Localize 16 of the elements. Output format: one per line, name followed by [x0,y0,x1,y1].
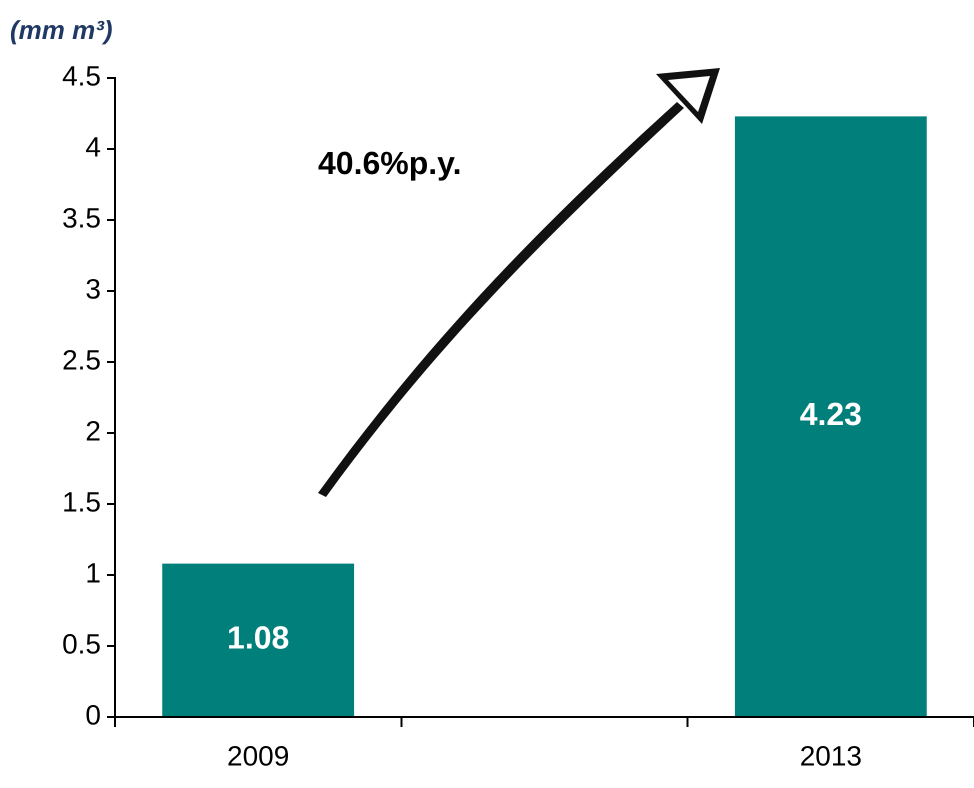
y-tick-label: 3 [85,274,101,305]
data-label: 4.23 [800,396,862,432]
y-tick-label: 3.5 [62,202,101,234]
y-tick-label: 2 [85,416,101,447]
y-tick-label: 2.5 [62,344,101,376]
x-tick-label: 2009 [227,740,290,772]
y-tick-label: 4 [85,132,101,163]
y-tick-label: 1.5 [62,486,101,518]
y-tick-label: 0.5 [62,628,101,660]
annotation: 40.6%p.y. [318,144,462,181]
y-tick-label: 0 [85,700,101,731]
data-label: 1.08 [227,620,290,656]
y-axis-title: (mm m³) [10,15,113,46]
y-tick-label: 1 [85,558,101,589]
x-tick-label: 2013 [800,740,862,772]
y-tick-label: 4.5 [62,60,101,92]
